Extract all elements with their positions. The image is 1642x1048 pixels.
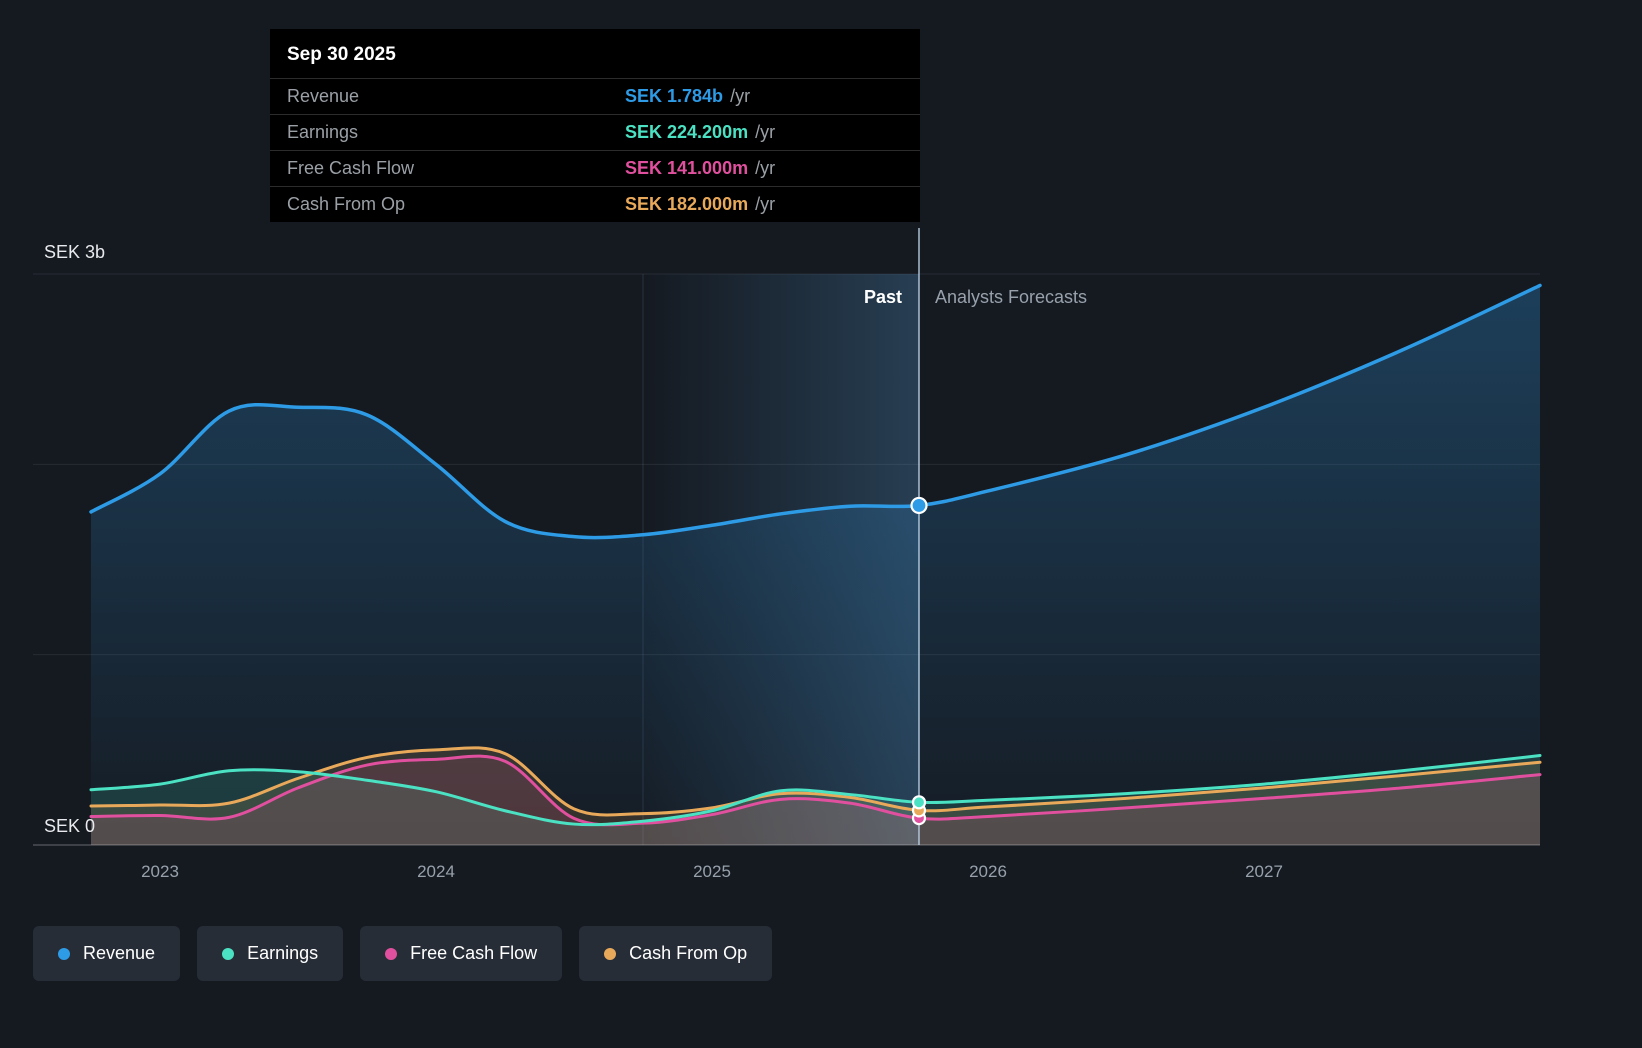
y-axis-label-top: SEK 3b [44,242,106,262]
tooltip-label: Revenue [287,86,360,106]
earnings-dot-icon [222,947,235,960]
legend-label: Earnings [247,943,319,963]
tooltip-suffix: /yr [730,86,751,106]
x-tick-2026: 2026 [969,862,1007,881]
legend-item-revenue[interactable]: Revenue [33,926,181,981]
tooltip-date: Sep 30 2025 [287,44,396,65]
tooltip-row-free-cash-flow: Free Cash Flow SEK 141.000m /yr [270,150,920,186]
legend-label: Revenue [83,943,156,963]
revenue-dot-icon [58,947,70,960]
free-cash-flow-dot-icon [385,947,398,960]
tooltip-value: SEK 224.200m [625,122,749,142]
legend-label: Cash From Op [629,943,748,963]
tooltip-row-cash-from-op: Cash From Op SEK 182.000m /yr [270,186,920,222]
tooltip-row-earnings: Earnings SEK 224.200m /yr [270,114,920,150]
tooltip-suffix: /yr [755,122,776,142]
y-axis-label-zero: SEK 0 [44,816,96,836]
legend-label: Free Cash Flow [410,943,538,963]
tooltip-value: SEK 141.000m [625,158,749,178]
cash-from-op-dot-icon [604,947,617,960]
tooltip-row-revenue: Revenue SEK 1.784b /yr [270,78,920,114]
x-tick-2027: 2027 [1245,862,1283,881]
legend-item-cash-from-op[interactable]: Cash From Op [579,926,773,981]
tooltip-label: Earnings [287,122,359,142]
tooltip: Sep 30 2025 Revenue SEK 1.784b /yr Earni… [270,29,920,222]
analysts-forecasts-label: Analysts Forecasts [935,287,1088,307]
tooltip-label: Cash From Op [287,194,406,214]
legend-item-earnings[interactable]: Earnings [197,926,344,981]
tooltip-value: SEK 1.784b [625,86,724,106]
tooltip-label: Free Cash Flow [287,158,415,178]
tooltip-suffix: /yr [755,194,776,214]
legend-item-free-cash-flow[interactable]: Free Cash Flow [360,926,563,981]
tooltip-suffix: /yr [755,158,776,178]
tooltip-value: SEK 182.000m [625,194,749,214]
legend: Revenue Earnings Free Cash Flow Cash Fro… [33,926,773,981]
x-tick-2023: 2023 [141,862,179,881]
x-tick-2025: 2025 [693,862,731,881]
past-label: Past [863,287,902,307]
x-tick-2024: 2024 [417,862,455,881]
